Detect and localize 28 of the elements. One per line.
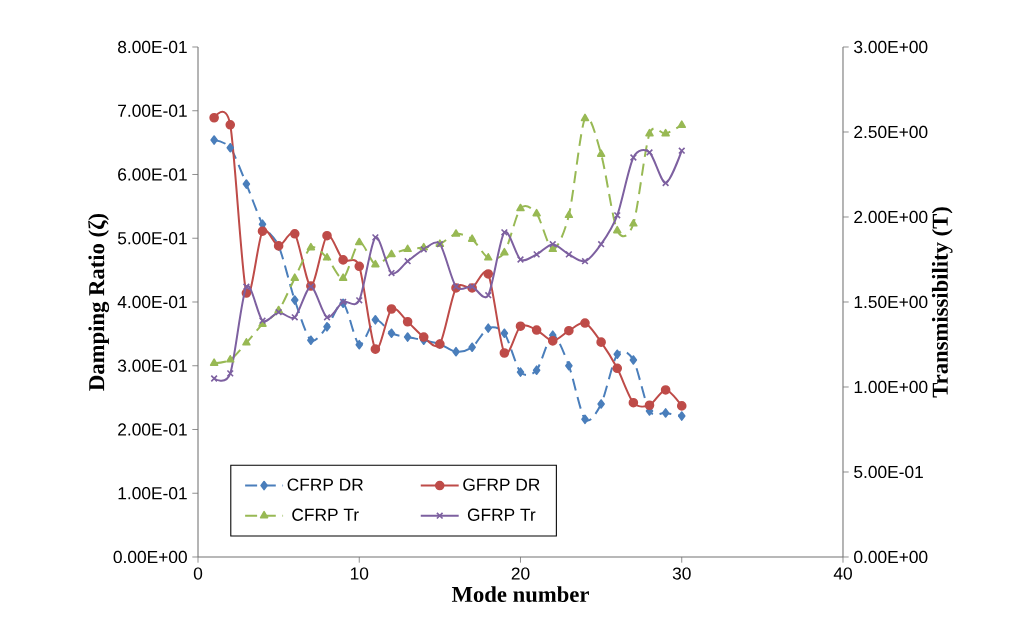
x-axis-title: Mode number [451,586,589,603]
x-tick-label: 10 [350,567,369,580]
y2-axis-title: Transmissibility (T) [931,207,953,398]
y2-tick-label: 1.50E+00 [854,295,928,309]
y-tick-label: 5.00E-01 [117,232,187,245]
y-tick-label: 1.00E-01 [118,487,187,500]
x-tick-label: 30 [672,567,691,580]
x-tick-label: 40 [833,567,852,580]
y2-tick-label: 2.50E+00 [854,125,928,139]
y-tick-label: 4.00E-01 [117,295,187,309]
legend-label: CFRP DR [287,478,363,491]
y2-tick-label: 2.00E+00 [854,210,928,224]
y2-tick-label: 3.00E+00 [854,40,928,54]
y2-tick-label: 0.00E+00 [854,550,928,564]
y-tick-label: 6.00E-01 [118,168,187,181]
y-tick-label: 7.00E-01 [118,104,187,117]
y-tick-label: 3.00E-01 [117,359,187,372]
legend-label: CFRP Tr [292,508,359,521]
y-tick-label: 0.00E+00 [113,550,187,564]
legend-label: GFRP Tr [467,508,536,521]
y-tick-label: 8.00E-01 [118,40,187,54]
y-tick-label: 2.00E-01 [118,423,187,436]
x-tick-label: 0 [193,567,203,580]
legend-label: GFRP DR [463,478,540,491]
y2-tick-label: 5.00E-01 [854,465,923,479]
x-tick-label: 20 [511,567,530,580]
y2-tick-label: 1.00E+00 [854,380,928,394]
y-axis-title: Damping Ratio (ζ) [88,213,110,391]
